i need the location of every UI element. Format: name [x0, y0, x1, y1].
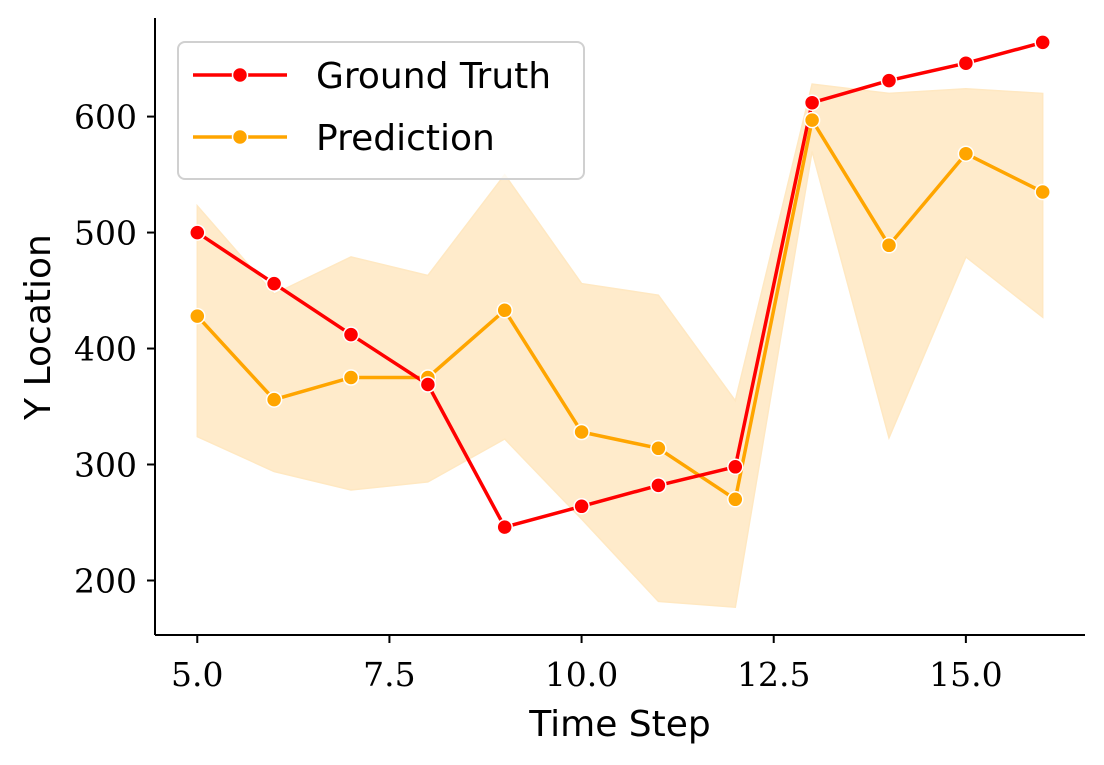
- legend-label-prediction: Prediction: [316, 118, 495, 159]
- series-0-point: [650, 477, 667, 494]
- legend-marker-ground-truth: [231, 66, 249, 84]
- series-markers-layer: [189, 34, 1051, 536]
- series-0-point: [496, 518, 513, 536]
- series-1-point: [880, 237, 898, 254]
- series-1-point: [189, 307, 206, 325]
- y-tick-label: 300: [74, 446, 137, 485]
- x-axis-label: Time Step: [528, 704, 711, 745]
- series-0-point: [573, 498, 590, 515]
- series-1-point: [803, 111, 821, 129]
- series-0-point: [419, 376, 437, 393]
- x-tick-label: 10.0: [545, 655, 618, 694]
- y-axis-label: Y Location: [18, 234, 59, 421]
- series-0-point: [1034, 34, 1051, 51]
- x-tick-label: 5.0: [171, 655, 223, 694]
- y-tick-label: 600: [74, 98, 137, 137]
- legend-label-ground-truth: Ground Truth: [316, 56, 551, 97]
- series-1-point: [265, 391, 283, 408]
- series-lines-layer: [196, 40, 1044, 529]
- series-1-point: [1034, 183, 1051, 201]
- series-1-point: [573, 423, 590, 441]
- x-tick-label: 12.5: [737, 655, 810, 694]
- series-0-point: [342, 326, 360, 343]
- x-ticks: 5.0 7.5 10.0 12.5 15.0: [171, 635, 1003, 694]
- series-1-point: [496, 302, 513, 319]
- series-0-point: [265, 275, 283, 292]
- series-0-point: [880, 72, 898, 89]
- series-1-line: [196, 118, 1044, 502]
- series-0-point: [727, 458, 744, 476]
- series-0-point: [189, 224, 206, 241]
- y-tick-label: 200: [74, 561, 137, 600]
- series-0-line: [196, 40, 1044, 529]
- series-1-point: [650, 440, 667, 457]
- legend-marker-prediction: [231, 128, 249, 146]
- series-1-point: [727, 491, 744, 508]
- series-1-point: [957, 145, 975, 162]
- x-tick-label: 7.5: [363, 655, 415, 694]
- series-0-point: [957, 54, 975, 72]
- y-tick-label: 500: [74, 214, 137, 253]
- legend: Ground Truth Prediction: [177, 41, 585, 180]
- x-tick-label: 15.0: [929, 655, 1002, 694]
- series-0-point: [803, 94, 821, 111]
- series-1-point: [342, 369, 360, 386]
- y-ticks: 200 300 400 500 600: [74, 98, 155, 600]
- y-tick-label: 400: [74, 330, 137, 369]
